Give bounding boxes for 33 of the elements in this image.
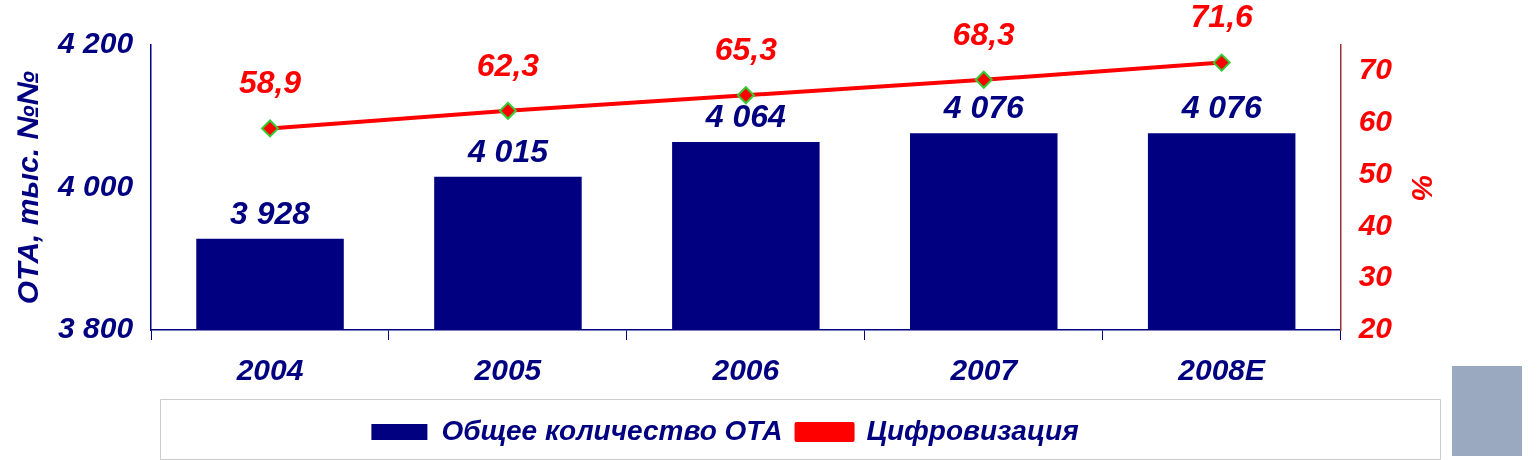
x-tick-label: 2004 — [235, 353, 304, 387]
data-label: 4 064 — [704, 97, 787, 134]
point — [1212, 53, 1231, 72]
data-label: 58,9 — [238, 64, 302, 101]
y2-tick-label: 50 — [1358, 155, 1393, 189]
point — [974, 70, 993, 89]
x-tick-label: 2008E — [1177, 353, 1267, 387]
data-label: 4 076 — [1180, 89, 1262, 126]
y-tick-label: 4 200 — [57, 26, 134, 60]
y2-tick-label: 30 — [1358, 259, 1393, 293]
data-label: 65,3 — [714, 31, 778, 68]
data-label: 4 015 — [466, 132, 550, 169]
x-tick-label: 2005 — [473, 353, 543, 387]
legend-label: Общее количество ОТА — [441, 414, 783, 446]
y2-tick-label: 40 — [1357, 207, 1393, 241]
data-label: 62,3 — [476, 46, 540, 83]
point — [736, 86, 755, 105]
point — [498, 101, 517, 120]
data-label: 71,6 — [1190, 0, 1254, 35]
y2-axis-title: % — [1405, 174, 1439, 201]
y-tick-label: 4 000 — [57, 168, 134, 202]
y2-tick-label: 20 — [1357, 311, 1393, 345]
x-tick-label: 2006 — [711, 353, 780, 387]
point — [261, 119, 280, 138]
x-tick-label: 2007 — [949, 353, 1019, 387]
y2-tick-label: 70 — [1358, 52, 1393, 86]
legend-label: Цифровизация — [866, 414, 1079, 446]
data-label: 4 076 — [942, 89, 1025, 126]
y-axis-title: ОТА, тыс. №№ — [11, 70, 45, 305]
y-tick-label: 3 800 — [58, 311, 134, 345]
data-label: 3 928 — [229, 194, 311, 231]
y2-tick-label: 60 — [1358, 103, 1393, 137]
data-label: 68,3 — [952, 15, 1016, 52]
